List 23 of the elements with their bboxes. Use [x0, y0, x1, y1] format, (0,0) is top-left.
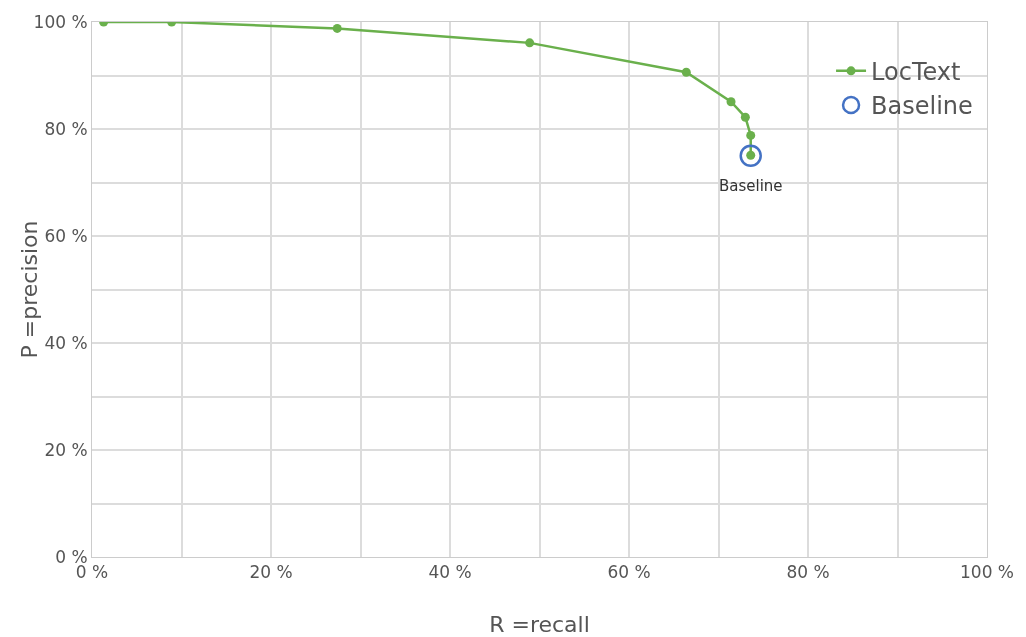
point [332, 23, 342, 33]
x-tick-label: 0 % [75, 562, 109, 583]
y-tick-label: 20 % [44, 439, 88, 460]
y-tick-label: 100 % [33, 11, 88, 32]
annotation: Baseline [719, 177, 783, 195]
point [525, 38, 535, 48]
y-tick-label: 80 % [44, 118, 88, 139]
point [739, 144, 762, 167]
point [740, 112, 750, 122]
y-tick-label: 40 % [44, 332, 88, 353]
point [726, 97, 736, 107]
x-tick-label: 80 % [786, 562, 830, 583]
point [746, 130, 756, 140]
x-axis-title: R =recall [489, 612, 590, 637]
x-tick-label: 60 % [607, 562, 651, 583]
point [681, 67, 691, 77]
legend-label: Baseline [871, 92, 973, 121]
y-tick-label: 60 % [44, 225, 88, 246]
legend-label: LocText [871, 58, 961, 87]
x-tick-label: 20 % [249, 562, 293, 583]
x-tick-label: 40 % [428, 562, 472, 583]
x-tick-label: 100 % [959, 562, 1015, 583]
y-axis-title: P =precision [17, 220, 43, 359]
